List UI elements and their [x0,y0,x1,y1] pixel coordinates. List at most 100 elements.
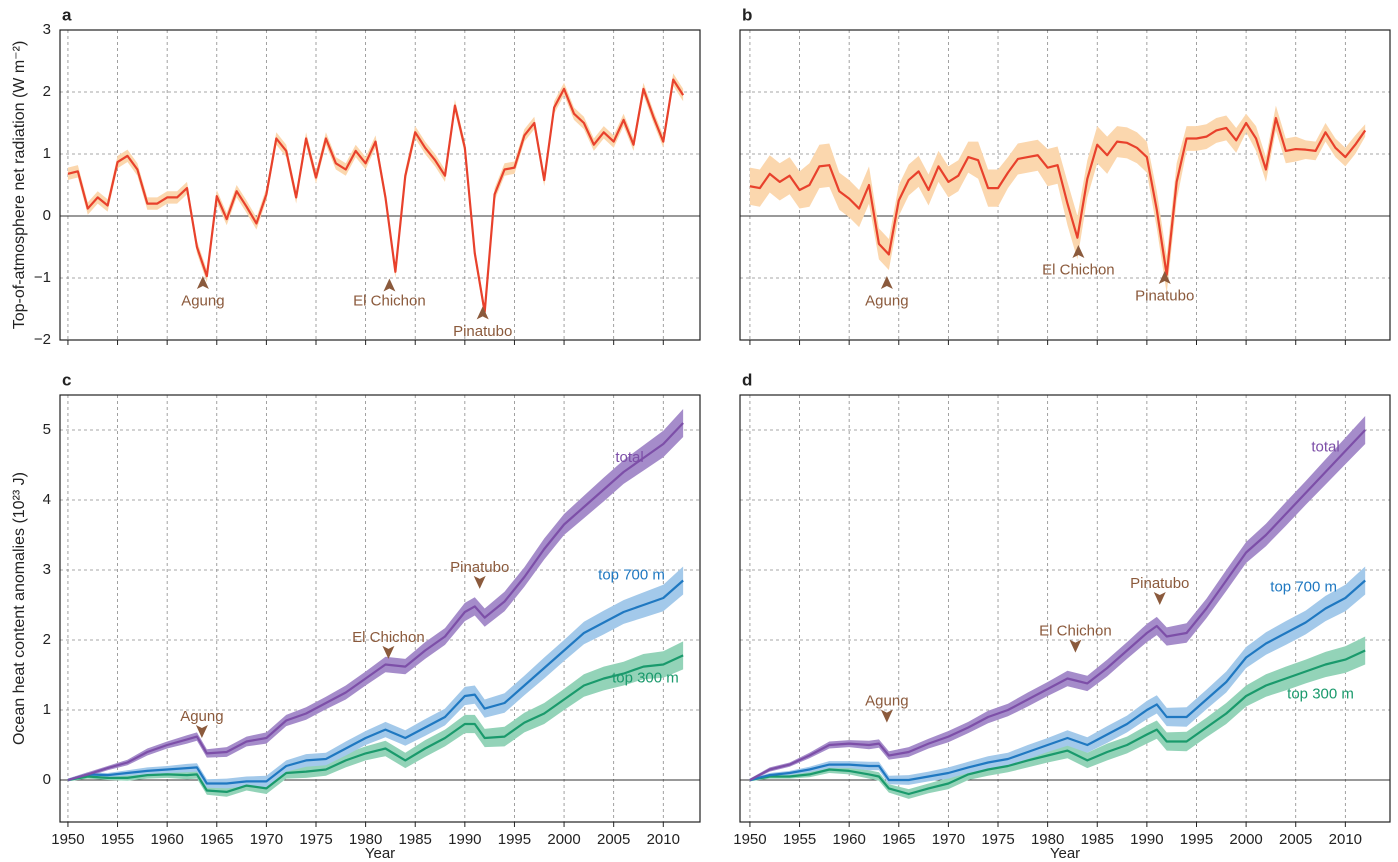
annotation: Pinatubo [450,559,509,576]
x-tick-label: 1995 [1180,831,1213,848]
x-tick-label: 1965 [200,831,233,848]
y-tick-label: 3 [43,21,51,38]
annotation-arrow [1069,639,1082,653]
annotation: Agung [865,293,908,310]
x-tick-label: 2005 [1279,831,1312,848]
annotation: El Chichon [353,293,426,310]
x-axis-title: Year [1050,845,1080,862]
x-tick-label: 1970 [932,831,965,848]
y-tick-label: 0 [43,771,51,788]
x-tick-label: 1950 [51,831,84,848]
x-tick-label: 1950 [733,831,766,848]
x-tick-label: 1995 [498,831,531,848]
series-line [749,429,1366,781]
annotation-arrow [1158,271,1171,284]
annotation: El Chichon [1042,262,1115,279]
series-label: top 300 m [1287,686,1354,703]
annotation-arrow [880,275,893,289]
x-tick-label: 2000 [1229,831,1262,848]
series-line [67,422,684,782]
x-tick-label: 1990 [1130,831,1163,848]
series-line [67,78,685,314]
plot [67,409,684,797]
uncertainty-band [749,105,1366,294]
y-tick-label: −2 [34,331,51,348]
y-tick-label: 1 [43,701,51,718]
plot [67,73,685,319]
x-tick-label: 1985 [399,831,432,848]
series-label: total [615,449,643,466]
x-tick-label: 1975 [299,831,332,848]
x-tick-label: 1960 [832,831,865,848]
annotation: Pinatubo [1135,288,1194,305]
annotation-arrow [476,306,489,320]
annotation-arrow [383,278,396,292]
annotation-arrow [1072,244,1085,258]
plot-frame [739,394,1391,823]
x-tick-label: 2010 [1329,831,1362,848]
x-tick-label: 1965 [882,831,915,848]
plot [749,416,1366,799]
series-label: top 300 m [612,669,679,686]
series-line [67,654,684,794]
x-tick-label: 1975 [981,831,1014,848]
panel-label: c [62,370,71,389]
panel: Agung El Chichon Pinatubo b [739,5,1391,345]
uncertainty-band [67,409,684,782]
panel-label: a [62,5,72,24]
panel: 1950 1955 1960 1965 1970 1975 1980 1985 1990 1995… [733,370,1391,862]
series-line [749,579,1366,782]
annotation-arrow [473,575,486,589]
annotation: Pinatubo [453,323,512,340]
annotation: Pinatubo [1130,575,1189,592]
x-tick-label: 1980 [1031,831,1064,848]
annotation-arrow [382,645,395,659]
plot-frame [59,394,701,823]
annotation-arrow [880,709,893,723]
x-tick-label: 1985 [1081,831,1114,848]
panel: 1950 1955 1960 1965 1970 1975 1980 1985 1990 1995… [11,370,701,862]
x-axis-title: Year [365,845,395,862]
y-tick-label: 2 [43,83,51,100]
x-tick-label: 1955 [783,831,816,848]
x-tick-label: 1960 [150,831,183,848]
y-tick-label: −1 [34,269,51,286]
series-line [749,116,1367,276]
series-line [749,649,1366,796]
y-tick-label: 2 [43,631,51,648]
annotation: El Chichon [1039,623,1112,640]
series-label: total [1311,438,1339,455]
panel-label: b [742,5,752,24]
series-line [67,579,684,785]
annotation-arrow [1153,592,1166,605]
x-tick-label: 2010 [647,831,680,848]
uncertainty-band [67,73,684,319]
annotation: El Chichon [352,629,425,646]
panel-label: d [742,370,752,389]
uncertainty-band [749,636,1366,799]
y-tick-label: 0 [43,207,51,224]
annotation: Agung [180,708,223,725]
x-tick-label: 2000 [547,831,580,848]
annotation-arrow [196,275,209,289]
series-label: top 700 m [1270,578,1337,595]
annotation: Agung [181,293,224,310]
y-tick-label: 4 [43,491,51,508]
plot-frame [739,29,1391,341]
y-axis-title: Ocean heat content anomalies (10²³ J) [11,472,28,745]
x-tick-label: 1980 [349,831,382,848]
plot-frame [59,29,701,341]
panel: −2 −1 0 1 2 3 Agung El Chichon Pinatubo a Top-of-a… [11,5,701,348]
y-tick-label: 5 [43,421,51,438]
y-tick-label: 1 [43,145,51,162]
series-label: top 700 m [598,567,665,584]
x-tick-label: 1955 [101,831,134,848]
y-axis-title: Top-of-atmosphere net radiation (W m⁻²) [11,41,28,330]
annotation: Agung [865,693,908,710]
x-tick-label: 1970 [250,831,283,848]
x-tick-label: 2005 [597,831,630,848]
uncertainty-band [749,416,1366,782]
y-tick-label: 3 [43,561,51,578]
plot [749,105,1367,294]
